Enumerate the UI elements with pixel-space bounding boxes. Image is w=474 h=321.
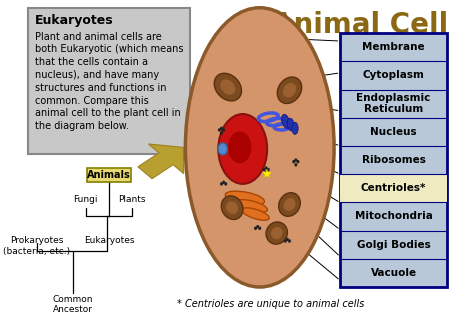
Text: Cytoplasm: Cytoplasm bbox=[363, 70, 425, 81]
Text: Mitochondria: Mitochondria bbox=[355, 212, 432, 221]
Ellipse shape bbox=[214, 73, 242, 101]
Ellipse shape bbox=[220, 182, 223, 186]
Text: Prokaryotes
(bacteria, etc.): Prokaryotes (bacteria, etc.) bbox=[3, 236, 70, 256]
Ellipse shape bbox=[286, 238, 289, 241]
Ellipse shape bbox=[256, 225, 259, 229]
Ellipse shape bbox=[288, 239, 291, 243]
Text: Animals: Animals bbox=[87, 170, 131, 180]
Text: Nucleus: Nucleus bbox=[370, 127, 417, 137]
Ellipse shape bbox=[242, 208, 269, 220]
FancyBboxPatch shape bbox=[87, 168, 130, 182]
Text: Golgi Bodies: Golgi Bodies bbox=[357, 240, 430, 250]
Text: Plants: Plants bbox=[118, 195, 146, 204]
Ellipse shape bbox=[258, 227, 261, 230]
FancyBboxPatch shape bbox=[28, 8, 190, 154]
Text: Membrane: Membrane bbox=[362, 42, 425, 52]
Ellipse shape bbox=[220, 126, 223, 130]
Ellipse shape bbox=[287, 118, 294, 131]
Text: Vacuole: Vacuole bbox=[371, 268, 417, 278]
Ellipse shape bbox=[224, 182, 227, 186]
Ellipse shape bbox=[218, 143, 228, 155]
Ellipse shape bbox=[218, 128, 221, 132]
Polygon shape bbox=[138, 144, 184, 179]
Ellipse shape bbox=[228, 132, 251, 163]
Text: Centrioles*: Centrioles* bbox=[361, 183, 426, 193]
Ellipse shape bbox=[220, 80, 236, 95]
Text: Ribosomes: Ribosomes bbox=[362, 155, 426, 165]
Ellipse shape bbox=[271, 227, 283, 239]
Ellipse shape bbox=[292, 122, 298, 134]
Ellipse shape bbox=[254, 227, 257, 230]
Ellipse shape bbox=[264, 166, 268, 170]
Text: Plant and animal cells are
both Eukaryotic (which means
that the cells contain a: Plant and animal cells are both Eukaryot… bbox=[35, 31, 183, 131]
Ellipse shape bbox=[221, 196, 243, 220]
Text: Eukaryotes: Eukaryotes bbox=[83, 236, 134, 245]
FancyBboxPatch shape bbox=[340, 174, 447, 202]
Ellipse shape bbox=[222, 128, 225, 132]
Ellipse shape bbox=[267, 168, 270, 171]
Text: * Centrioles are unique to animal cells: * Centrioles are unique to animal cells bbox=[177, 299, 364, 309]
Ellipse shape bbox=[292, 160, 295, 163]
Ellipse shape bbox=[225, 191, 264, 205]
Text: Eukaryotes: Eukaryotes bbox=[35, 14, 113, 27]
Ellipse shape bbox=[263, 168, 265, 171]
FancyBboxPatch shape bbox=[340, 33, 447, 287]
Ellipse shape bbox=[282, 114, 290, 128]
Ellipse shape bbox=[219, 114, 267, 184]
Ellipse shape bbox=[266, 222, 287, 244]
Ellipse shape bbox=[283, 83, 296, 98]
Ellipse shape bbox=[277, 77, 301, 103]
Text: Endoplasmic
Reticulum: Endoplasmic Reticulum bbox=[356, 93, 431, 115]
Ellipse shape bbox=[294, 163, 297, 167]
Ellipse shape bbox=[226, 201, 238, 214]
Ellipse shape bbox=[284, 239, 287, 243]
Ellipse shape bbox=[297, 160, 300, 163]
Ellipse shape bbox=[222, 180, 225, 184]
Text: Common
Ancestor: Common Ancestor bbox=[53, 295, 93, 314]
Ellipse shape bbox=[220, 131, 223, 135]
Ellipse shape bbox=[185, 8, 334, 287]
Ellipse shape bbox=[294, 158, 297, 162]
Ellipse shape bbox=[264, 171, 268, 175]
Text: Fungi: Fungi bbox=[73, 195, 98, 204]
Ellipse shape bbox=[283, 198, 295, 211]
Ellipse shape bbox=[235, 200, 267, 213]
Ellipse shape bbox=[279, 193, 301, 216]
Text: Animal Cell: Animal Cell bbox=[273, 11, 449, 39]
